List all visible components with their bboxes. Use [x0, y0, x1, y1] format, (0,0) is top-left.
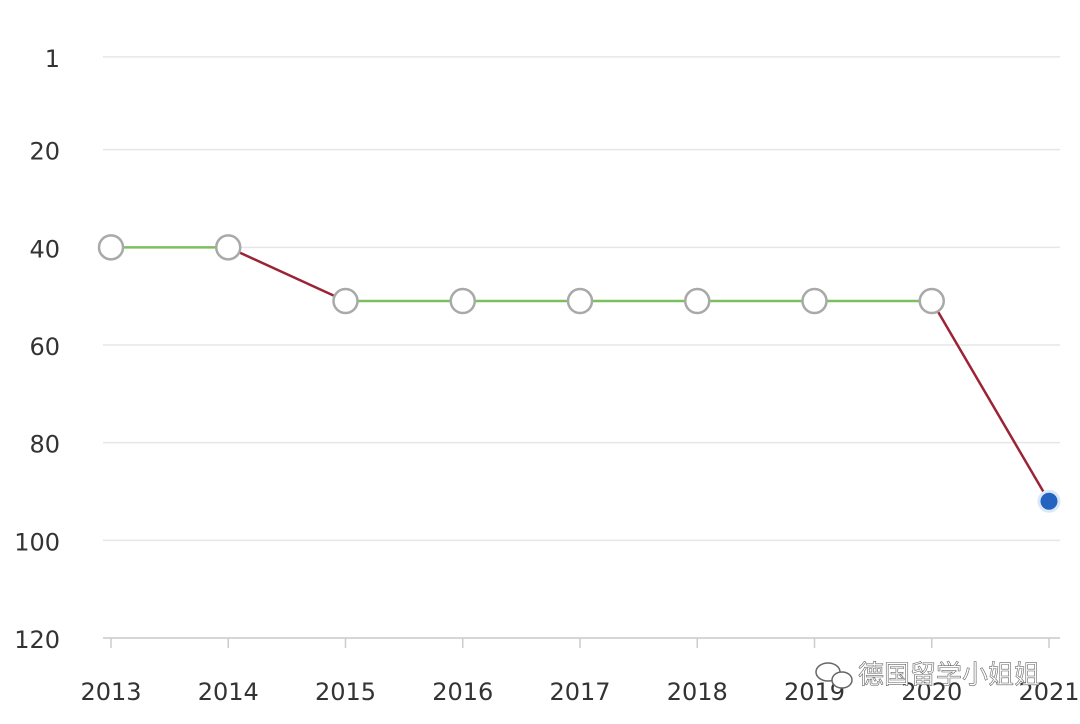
y-tick-label: 1 — [45, 45, 60, 73]
watermark-icon — [831, 671, 853, 689]
y-tick-label: 40 — [29, 235, 60, 263]
x-tick-label: 2017 — [549, 678, 610, 706]
line-segment — [227, 246, 347, 303]
point-marker — [332, 287, 359, 315]
point-marker — [801, 287, 828, 315]
point-marker — [566, 287, 594, 315]
x-tick-label: 2014 — [198, 678, 259, 706]
x-tick-label: 2018 — [667, 678, 728, 706]
line-segment — [930, 300, 1051, 502]
point-marker — [97, 234, 125, 261]
point-marker — [918, 287, 945, 315]
x-tick-label: 2020 — [901, 678, 962, 706]
x-tick-label: 2021 — [1018, 678, 1079, 706]
y-tick-label: 120 — [14, 626, 60, 654]
y-tick-label: 20 — [29, 138, 60, 166]
x-tick-label: 2015 — [315, 678, 376, 706]
point-marker — [449, 287, 476, 315]
point-marker — [215, 234, 242, 261]
watermark-text: 德国留学小姐姐 — [858, 661, 1040, 691]
point-marker — [684, 287, 711, 315]
y-tick-label: 60 — [29, 333, 60, 361]
y-tick-label: 100 — [14, 528, 60, 556]
y-tick-label: 80 — [29, 431, 60, 459]
watermark: 德国留学小姐姐 — [815, 660, 1040, 691]
highlight-marker — [1037, 489, 1061, 513]
x-tick-label: 2013 — [80, 678, 141, 706]
x-tick-label: 2016 — [432, 678, 493, 706]
